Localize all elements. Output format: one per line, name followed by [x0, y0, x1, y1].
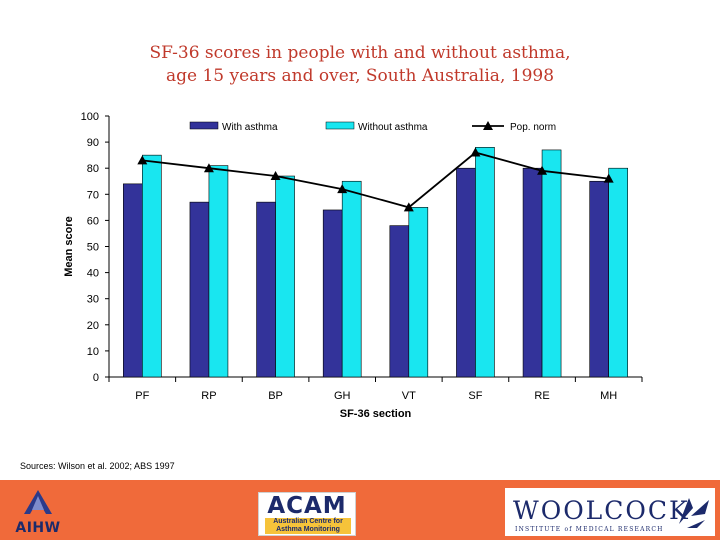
x-tick-label: BP [268, 390, 283, 402]
y-tick-label: 50 [87, 242, 99, 254]
bar-with-asthma [522, 167, 543, 378]
bar-without-asthma [475, 147, 495, 378]
bar-with-asthma [456, 167, 476, 378]
bar-with-asthma [322, 209, 343, 378]
y-tick-label: 0 [93, 372, 99, 384]
legend-label-1: Without asthma [358, 122, 428, 133]
pop-norm-marker [270, 171, 281, 181]
x-tick-label: MH [600, 390, 617, 402]
y-tick-label: 20 [87, 320, 99, 332]
y-axis-label: Mean score [63, 216, 75, 277]
pop-norm-marker [537, 165, 548, 175]
bar-with-asthma [389, 225, 410, 378]
x-axis-label: SF-36 section [340, 408, 412, 420]
legend-swatch-0 [189, 121, 219, 130]
pop-norm-marker [337, 184, 348, 194]
aihw-logo: AIHW [8, 488, 68, 536]
y-tick-label: 60 [87, 215, 99, 227]
x-tick-label: SF [468, 390, 482, 402]
chart-title-line-1: SF-36 scores in people with and without … [149, 43, 571, 63]
pop-norm-marker [470, 147, 481, 157]
acam-logo-subtext: Australian Centre for Asthma Monitoring [265, 518, 351, 534]
bar-with-asthma [189, 201, 210, 378]
bar-with-asthma [123, 183, 143, 378]
bar-with-asthma [589, 180, 609, 378]
acam-logo-text: ACAM [267, 493, 347, 519]
bar-without-asthma [608, 167, 628, 378]
bar-with-asthma [256, 201, 276, 378]
legend-marker-2 [483, 121, 493, 130]
y-tick-label: 70 [87, 189, 99, 201]
aihw-logo-text: AIHW [15, 520, 61, 536]
woolcock-logo: WOOLCOCK INSTITUTE of MEDICAL RESEARCH [505, 488, 715, 536]
bar-without-asthma [541, 149, 562, 378]
bar-without-asthma [208, 165, 229, 378]
y-tick-label: 30 [87, 294, 99, 306]
y-tick-label: 100 [81, 111, 99, 123]
woolcock-logo-subtext: INSTITUTE of MEDICAL RESEARCH [515, 526, 664, 533]
legend-swatch-1 [325, 121, 355, 130]
y-tick-label: 10 [87, 346, 99, 358]
pop-norm-marker [203, 163, 214, 173]
acam-logo: ACAM Australian Centre for Asthma Monito… [258, 492, 356, 536]
pop-norm-line [142, 151, 609, 209]
source-note: Sources: Wilson et al. 2002; ABS 1997 [20, 461, 175, 471]
x-tick-label: RE [534, 390, 549, 402]
pop-norm-marker [403, 202, 414, 212]
pop-norm-marker [603, 173, 614, 183]
woolcock-emblem-icon [679, 498, 709, 528]
x-tick-label: RP [201, 390, 216, 402]
footer-bar: AIHW ACAM Australian Centre for Asthma M… [0, 480, 720, 540]
chart-title-line-2: age 15 years and over, South Australia, … [165, 66, 555, 86]
legend-label-2: Pop. norm [510, 122, 556, 133]
woolcock-logo-text: WOOLCOCK [513, 496, 690, 525]
x-tick-label: VT [402, 390, 416, 402]
y-tick-label: 90 [87, 137, 99, 149]
aihw-emblem-icon [24, 490, 52, 514]
bar-without-asthma [142, 154, 162, 378]
legend-label-0: With asthma [222, 122, 278, 133]
y-tick-label: 80 [87, 163, 99, 175]
y-tick-label: 40 [87, 268, 99, 280]
x-tick-label: PF [135, 390, 149, 402]
bar-without-asthma [275, 175, 295, 378]
bar-without-asthma [341, 180, 362, 378]
sf36-chart: 0 10 20 30 40 50 60 70 80 90 100 PF RP BP GH VT SF RE MH SF… [63, 111, 643, 420]
pop-norm-marker [137, 155, 148, 165]
x-tick-label: GH [334, 390, 351, 402]
bar-without-asthma [408, 207, 429, 378]
